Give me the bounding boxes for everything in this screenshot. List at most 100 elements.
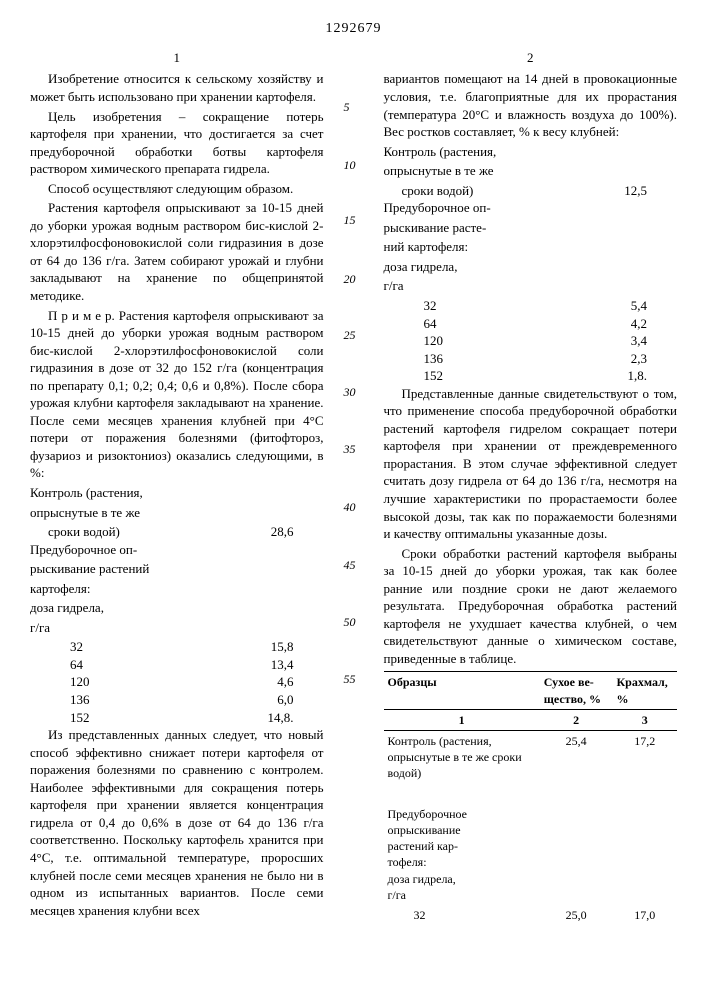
c2-r1-v: 4,2: [631, 315, 677, 333]
line-number: 25: [344, 327, 356, 343]
line-number: 40: [344, 499, 356, 515]
c1-p6: Из представленных данных следует, что но…: [30, 726, 324, 919]
tr2-l2: опрыскивание: [388, 823, 461, 837]
c1-pre-l1: Предуборочное оп-: [30, 541, 324, 559]
tr2-l5: доза гидрела,: [388, 872, 456, 886]
c1-r3-d: 136: [30, 691, 90, 709]
patent-number: 1292679: [30, 20, 677, 39]
c2-p3: Сроки обработки растений картофеля выбра…: [384, 545, 678, 668]
c2-dose-unit: г/га: [384, 277, 678, 295]
column-2: 2 вариантов помещают на 14 дней в провок…: [384, 49, 678, 925]
line-number: 15: [344, 212, 356, 228]
c1-control-row: сроки водой) 28,6: [30, 523, 324, 541]
c1-row-0: 32 15,8: [30, 638, 324, 656]
c1-dose-unit: г/га: [30, 619, 324, 637]
c1-pre-l3: картофеля:: [30, 580, 324, 598]
c2-r4-d: 152: [384, 367, 444, 385]
c2-control-l1: Контроль (растения,: [384, 143, 678, 161]
c1-row-1: 64 13,4: [30, 656, 324, 674]
th-dry: Сухое ве-щество, %: [540, 672, 613, 709]
c1-r0-v: 15,8: [271, 638, 324, 656]
c1-row-2: 120 4,6: [30, 673, 324, 691]
col2-number: 2: [384, 49, 678, 67]
tr2-l6: г/га: [388, 888, 407, 902]
c1-control-l3: сроки водой): [30, 523, 120, 541]
tr1-label: Контроль (растения, опрыснутые в те же с…: [384, 731, 540, 784]
table-row-control: Контроль (растения, опрыснутые в те же с…: [384, 731, 678, 784]
c2-r1-d: 64: [384, 315, 437, 333]
column-1: 1 Изобретение относится к сельскому хозя…: [30, 49, 324, 925]
table-row-32: 32 25,0 17,0: [384, 905, 678, 925]
c1-p4: Растения картофеля опрыскивают за 10-15 …: [30, 199, 324, 304]
c2-r2-v: 3,4: [631, 332, 677, 350]
c2-r2-d: 120: [384, 332, 444, 350]
line-number: 10: [344, 157, 356, 173]
c1-control-l2: опрыснутые в те же: [30, 504, 324, 522]
c1-control-l1: Контроль (растения,: [30, 484, 324, 502]
c1-r2-d: 120: [30, 673, 90, 691]
th-n3: 3: [612, 709, 677, 730]
page-body: 1 Изобретение относится к сельскому хозя…: [30, 49, 677, 925]
c2-row-4: 152 1,8.: [384, 367, 678, 385]
line-number-gutter: 510152025303540455055: [344, 49, 364, 925]
line-number: 30: [344, 384, 356, 400]
text-columns: 1 Изобретение относится к сельскому хозя…: [30, 49, 677, 925]
th-n1: 1: [384, 709, 540, 730]
c2-row-3: 136 2,3: [384, 350, 678, 368]
c2-pre-l3: ний картофеля:: [384, 238, 678, 256]
line-number: 50: [344, 614, 356, 630]
line-number: 45: [344, 557, 356, 573]
c2-pre-l1: Предуборочное оп-: [384, 199, 678, 217]
c1-r0-d: 32: [30, 638, 83, 656]
c2-r3-d: 136: [384, 350, 444, 368]
tr2-l3: растений кар-: [388, 839, 458, 853]
line-number: 35: [344, 441, 356, 457]
c1-r4-d: 152: [30, 709, 90, 727]
tr2-label: Предуборочное опрыскивание растений кар-…: [384, 804, 540, 905]
c2-control-l2: опрыснутые в те же: [384, 162, 678, 180]
c1-dose-label: доза гидрела,: [30, 599, 324, 617]
c1-p5: П р и м е р. Растения картофеля опрыскив…: [30, 307, 324, 482]
c2-r4-v: 1,8.: [628, 367, 678, 385]
c2-row-2: 120 3,4: [384, 332, 678, 350]
line-number: 20: [344, 271, 356, 287]
c1-p2: Цель изобретения – сокращение потерь кар…: [30, 108, 324, 178]
c2-control-row: сроки водой) 12,5: [384, 182, 678, 200]
c1-r1-v: 13,4: [271, 656, 324, 674]
c2-row-1: 644,2: [384, 315, 678, 333]
c1-r4-v: 14,8.: [268, 709, 324, 727]
c2-row-0: 325,4: [384, 297, 678, 315]
tr1-b: 17,2: [612, 731, 677, 784]
c1-row-3: 136 6,0: [30, 691, 324, 709]
tr1-a: 25,4: [540, 731, 613, 784]
tr2-l1: Предуборочное: [388, 807, 468, 821]
c1-p3: Способ осуществляют следующим образом.: [30, 180, 324, 198]
tr2-l4: тофеля:: [388, 855, 427, 869]
table-row-pre: Предуборочное опрыскивание растений кар-…: [384, 804, 678, 905]
th-samples: Образцы: [384, 672, 540, 709]
c2-control-l3: сроки водой): [384, 182, 474, 200]
c1-r2-v: 4,6: [277, 673, 323, 691]
c2-p1: вариантов помещают на 14 дней в провокац…: [384, 70, 678, 140]
c2-control-val: 12,5: [624, 182, 677, 200]
c2-r0-d: 32: [384, 297, 437, 315]
tr3-label: 32: [384, 905, 540, 925]
c1-r1-d: 64: [30, 656, 83, 674]
c1-row-4: 152 14,8.: [30, 709, 324, 727]
tr3-a: 25,0: [540, 905, 613, 925]
c1-p1: Изобретение относится к сельскому хозяйс…: [30, 70, 324, 105]
c2-pre-l2: рыскивание расте-: [384, 219, 678, 237]
line-number: 5: [344, 99, 350, 115]
c2-p2: Представленные данные свидетельствуют о …: [384, 385, 678, 543]
c1-r3-v: 6,0: [277, 691, 323, 709]
tr3-b: 17,0: [612, 905, 677, 925]
table-row-spacer: [384, 784, 678, 804]
c2-dose-label: доза гидрела,: [384, 258, 678, 276]
th-n2: 2: [540, 709, 613, 730]
th-starch: Крахмал, %: [612, 672, 677, 709]
composition-table: Образцы Сухое ве-щество, % Крахмал, % 1 …: [384, 671, 678, 925]
c1-pre-l2: рыскивание растений: [30, 560, 324, 578]
c2-r3-v: 2,3: [631, 350, 677, 368]
col1-number: 1: [30, 49, 324, 67]
c1-control-val: 28,6: [271, 523, 324, 541]
